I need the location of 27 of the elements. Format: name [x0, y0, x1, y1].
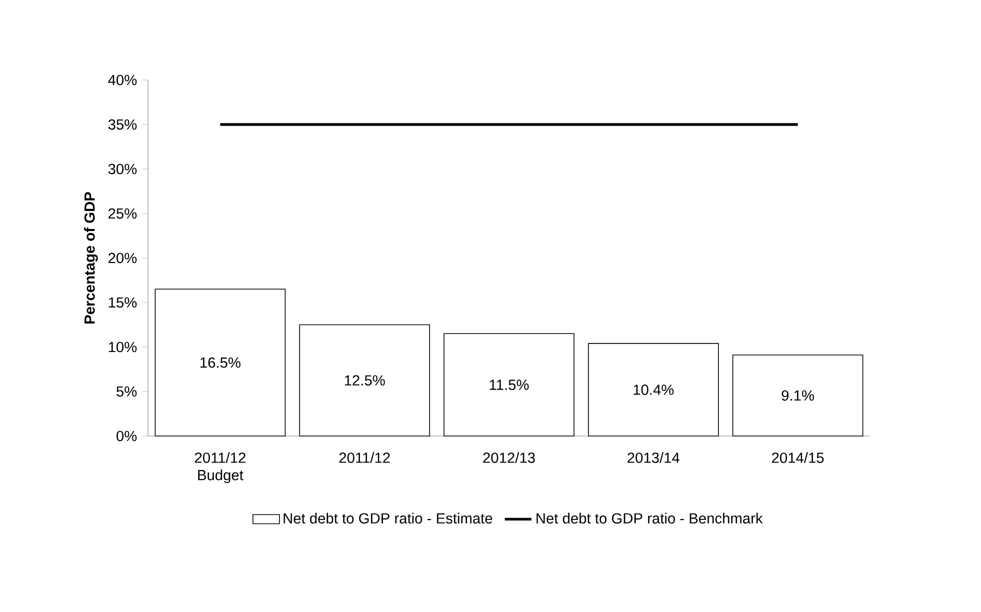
y-tick-label: 20%: [108, 252, 137, 264]
y-axis-title: Percentage of GDP: [84, 192, 98, 324]
bar: [588, 343, 719, 436]
bar: [732, 354, 864, 436]
data-label: 10.4%: [634, 384, 674, 395]
y-tick-label: 10%: [108, 342, 137, 352]
y-tick-label: 35%: [108, 119, 137, 130]
x-tick-label: 2012/13: [483, 452, 535, 463]
x-tick-label: 2013/14: [628, 452, 680, 463]
bar: [154, 288, 286, 436]
bar: [444, 333, 574, 436]
bar: [299, 324, 430, 436]
data-label: 12.5%: [344, 375, 385, 386]
data-label: 11.5%: [490, 380, 529, 390]
data-label: 16.5%: [200, 357, 240, 368]
legend-label: Net debt to GDP ratio - Estimate: [284, 512, 492, 524]
data-label: 9.1%: [782, 390, 814, 401]
legend-label: Net debt to GDP ratio - Benchmark: [536, 512, 763, 524]
y-tick-label: 40%: [108, 74, 137, 86]
y-tick-label: 25%: [108, 208, 137, 219]
y-tick-label: 5%: [116, 386, 137, 397]
y-tick-label: 15%: [108, 297, 137, 308]
x-tick-label: 2011/12 Budget: [194, 452, 246, 484]
y-tick-label: 30%: [108, 164, 137, 174]
y-tick-label: 0%: [116, 430, 137, 442]
x-tick-label: 2014/15: [772, 452, 824, 463]
x-tick-label: 2011/12: [339, 452, 390, 463]
